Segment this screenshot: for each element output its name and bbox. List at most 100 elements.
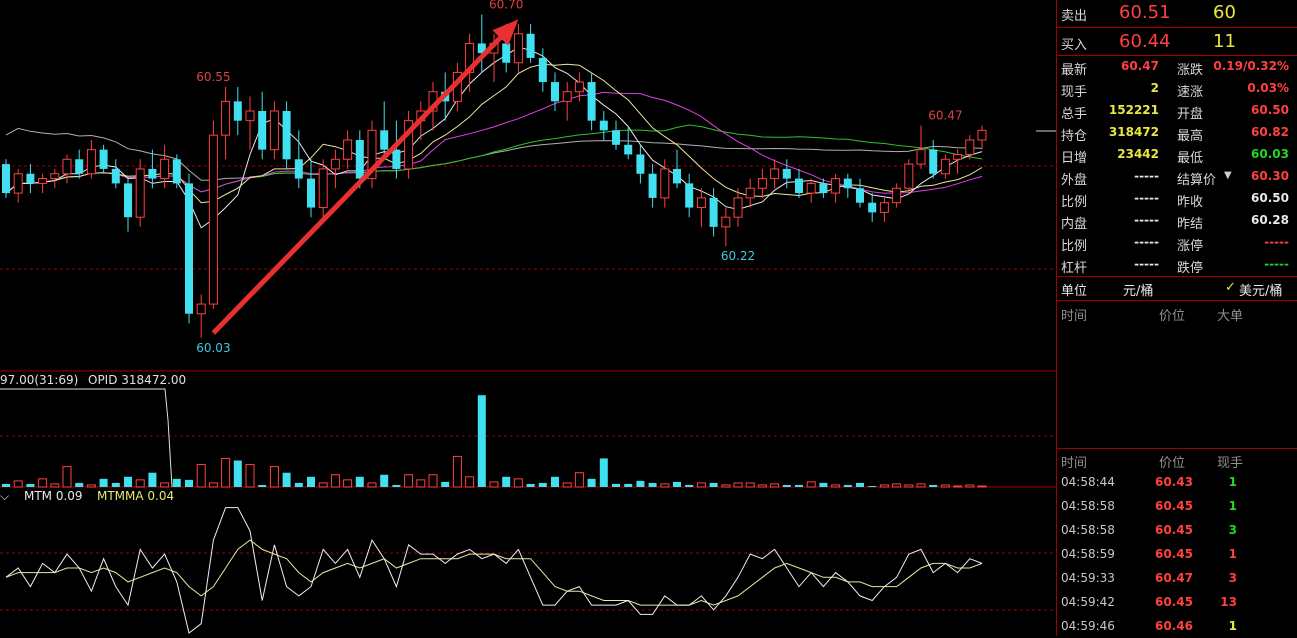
mtm-line (5, 507, 983, 634)
candle-body (856, 188, 864, 203)
volume-bar (392, 484, 401, 487)
candle-body (294, 159, 303, 179)
check-icon: ✓ (1225, 280, 1236, 295)
candle-body (355, 139, 364, 179)
candle-body (660, 168, 670, 199)
trend-arrow-line (211, 25, 513, 335)
quote-label: 杠杆 (1061, 261, 1088, 276)
candle-body (977, 129, 987, 141)
volume-bar (404, 474, 414, 488)
chart-area[interactable]: 60.70 60.55 60.03 60.22 60.47 97.00(31:69) O… (0, 0, 1056, 636)
volume-bar (929, 484, 938, 487)
volume-bar (795, 484, 803, 487)
oi-label: 97.00(31:69) (0, 373, 79, 387)
volume-bar (892, 483, 902, 488)
candle-body (367, 129, 377, 180)
opid-label: OPID 318472.00 (88, 373, 187, 387)
candle-body (868, 202, 877, 213)
mtmma-label: MTMMA 0.04 (97, 489, 175, 503)
candle-body (172, 159, 181, 184)
candle-body (99, 149, 108, 169)
volume-bar (148, 472, 157, 487)
volume-bar (99, 478, 108, 487)
sell-price: 60.51 (1119, 2, 1171, 23)
volume-bar (673, 481, 681, 487)
candle-body (282, 111, 291, 160)
tick-row: 04:58:44 60.43 1 (1057, 472, 1297, 494)
volume-bar (452, 455, 462, 488)
quote-label: 速涨 (1177, 85, 1204, 100)
sell-label: 卖出 (1061, 9, 1088, 24)
volume-bar (416, 479, 426, 488)
candle-body (892, 187, 902, 204)
quote-label: 内盘 (1061, 217, 1088, 232)
candle-body (62, 158, 72, 175)
volume-bar (441, 481, 450, 487)
volume-bar (831, 484, 841, 488)
quote-value: ----- (1134, 213, 1159, 227)
tick-time: 04:58:59 (1061, 547, 1115, 561)
quote-value: ----- (1134, 169, 1159, 183)
candle-body (965, 139, 975, 155)
candle-body (404, 120, 414, 170)
candle-body (380, 130, 389, 150)
volume-bar (636, 480, 645, 487)
settle-dropdown-icon[interactable]: ▼ (1224, 170, 1232, 181)
quote-value: ----- (1264, 257, 1289, 271)
volume-bar (307, 476, 315, 487)
tick-volume: 3 (1228, 523, 1237, 537)
quote-label: 最高 (1177, 129, 1204, 144)
volume-bar (513, 478, 523, 488)
divider (1057, 448, 1297, 449)
volume-bar (62, 466, 72, 488)
volume-bar (330, 474, 340, 488)
candle-body (904, 163, 914, 189)
volume-bar (562, 482, 572, 488)
volume-bar (843, 484, 852, 487)
candlestick-chart[interactable]: 60.70 60.55 60.03 60.22 60.47 (0, 0, 1056, 636)
volume-bar (26, 483, 35, 487)
volume-bar (879, 484, 889, 488)
candle-body (513, 33, 523, 64)
volume-bar (770, 483, 780, 488)
volume-bar (233, 460, 242, 487)
candle-body (574, 81, 584, 93)
candle-body (86, 149, 96, 175)
ma60-line (5, 127, 983, 181)
volume-bar (318, 482, 328, 488)
volume-bar (355, 476, 364, 487)
candle-body (733, 197, 743, 218)
candle-body (562, 91, 572, 102)
divider (1057, 276, 1297, 277)
candle-body (770, 168, 780, 180)
candle-body (526, 33, 535, 58)
candle-body (636, 154, 645, 174)
tick-header-time: 时间 (1061, 456, 1088, 471)
candle-body (148, 168, 157, 179)
candle-body (135, 168, 145, 218)
volume-bar (282, 472, 291, 487)
currency-toggle[interactable]: 美元/桶 (1239, 284, 1283, 299)
tick-row: 04:59:46 60.46 1 (1057, 616, 1297, 638)
tick-time: 04:58:58 (1061, 523, 1115, 537)
quote-value: 152221 (1108, 103, 1159, 117)
tick-price: 60.45 (1155, 523, 1193, 537)
tick-price: 60.45 (1155, 547, 1193, 561)
mtm-label: MTM 0.09 (24, 489, 83, 503)
volume-bar (465, 476, 475, 488)
candle-body (269, 110, 279, 151)
mtm-dropdown-icon[interactable]: ⌵ (0, 489, 10, 503)
volume-bar (977, 485, 987, 488)
candle-body (38, 178, 48, 184)
volume-bar (574, 472, 584, 488)
quote-row: 内盘 ----- 昨结 60.28 (1057, 210, 1297, 232)
quote-row: 现手 2 速涨 0.03% (1057, 78, 1297, 100)
candle-body (696, 197, 706, 209)
open-interest-line (0, 388, 173, 488)
candle-body (587, 82, 596, 121)
divider (1057, 300, 1297, 301)
quote-row: 比例 ----- 涨停 ----- (1057, 232, 1297, 254)
candle-body (318, 168, 328, 209)
volume-bar (757, 484, 767, 488)
quote-row: 总手 152221 开盘 60.50 (1057, 100, 1297, 122)
